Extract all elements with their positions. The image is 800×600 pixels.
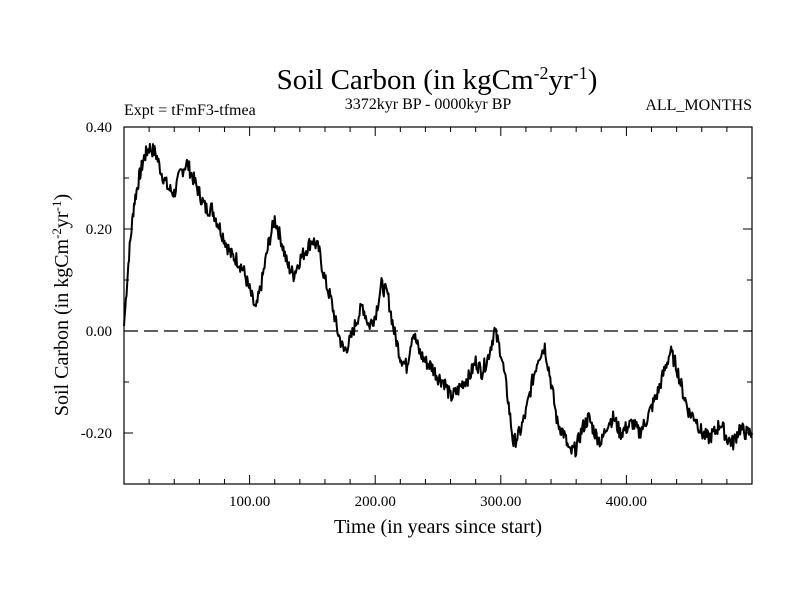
x-axis-label: Time (in years since start) xyxy=(334,516,542,538)
y-axis-label: Soil Carbon (in kgCm-2yr-1) xyxy=(49,194,74,416)
expt-label: Expt = tFmF3-tfmea xyxy=(124,102,256,119)
y-tick-label: 0.40 xyxy=(86,120,112,136)
months-label: ALL_MONTHS xyxy=(645,97,752,114)
y-tick-label: 0.20 xyxy=(86,222,112,238)
chart-title: Soil Carbon (in kgCm-2yr-1) xyxy=(277,63,598,96)
x-tick-label: 400.00 xyxy=(606,494,647,510)
period-label: 3372kyr BP - 0000kyr BP xyxy=(345,96,512,113)
x-tick-label: 200.00 xyxy=(355,494,396,510)
plot-frame xyxy=(123,126,753,485)
series-line xyxy=(123,142,753,458)
y-tick-label: -0.20 xyxy=(81,426,112,442)
x-tick-label: 300.00 xyxy=(480,494,521,510)
x-tick-label: 100.00 xyxy=(229,494,270,510)
y-tick-label: 0.00 xyxy=(86,324,112,340)
axis-ticks: 100.00 200.00 300.00 400.00 0.40 0.20 0.00 -0.2… xyxy=(81,120,752,510)
